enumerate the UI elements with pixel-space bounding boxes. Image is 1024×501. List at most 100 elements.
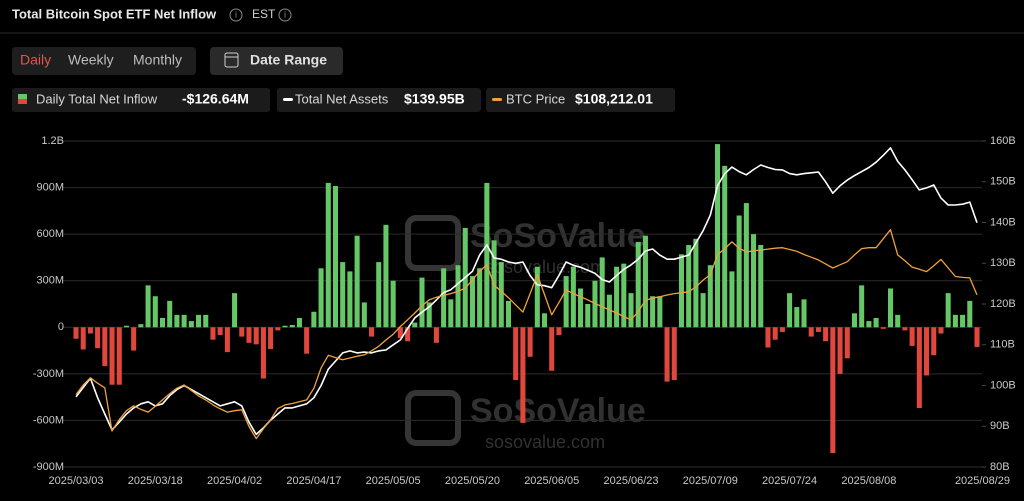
bar — [960, 314, 966, 328]
bar — [541, 313, 548, 328]
bar — [902, 327, 908, 331]
bar — [188, 321, 194, 328]
x-tick-label: 2025/08/08 — [841, 475, 896, 487]
y-tick-label: -600M — [33, 414, 64, 426]
bar — [578, 288, 584, 328]
legend-box — [277, 88, 481, 112]
info-icon[interactable] — [229, 8, 243, 22]
y2-tick-label: 130B — [990, 257, 1016, 269]
legend-box — [12, 88, 270, 112]
bar — [210, 327, 216, 340]
bar — [455, 265, 461, 328]
bar — [823, 327, 829, 342]
bar — [534, 266, 540, 328]
bar — [505, 300, 512, 328]
legend-swatch — [492, 98, 502, 101]
bar — [369, 327, 375, 337]
bar — [520, 327, 526, 423]
tab[interactable]: Monthly — [133, 52, 182, 68]
bar — [621, 263, 627, 328]
bar — [477, 268, 483, 328]
line — [75, 229, 978, 440]
bar — [938, 327, 944, 334]
bar — [707, 265, 713, 328]
bar — [527, 327, 533, 357]
bar — [383, 224, 389, 328]
bar — [657, 296, 663, 328]
bar — [909, 327, 915, 346]
bar — [469, 276, 475, 328]
bar — [484, 182, 490, 328]
bar — [851, 313, 857, 328]
bar — [686, 245, 692, 328]
bar — [866, 321, 872, 328]
bar — [282, 325, 288, 328]
x-tick-label: 2025/07/24 — [762, 475, 817, 487]
bar — [808, 327, 814, 337]
watermark-brand: SoSoValue — [470, 392, 646, 430]
bar — [614, 266, 620, 328]
bar — [426, 302, 432, 328]
bar — [895, 314, 901, 328]
bar — [563, 276, 569, 328]
bar — [945, 293, 951, 328]
bar — [347, 271, 353, 328]
x-tick-label: 2025/08/29 — [955, 475, 1010, 487]
bar — [138, 324, 144, 328]
legend-value: $108,212.01 — [575, 91, 653, 107]
timezone: EST — [252, 7, 276, 21]
x-tick-label: 2025/04/17 — [286, 475, 341, 487]
page-title: Total Bitcoin Spot ETF Net Inflow — [12, 6, 217, 21]
bar — [131, 327, 137, 351]
bar — [570, 266, 576, 328]
tab[interactable]: Daily — [20, 52, 51, 68]
bar — [722, 165, 728, 328]
bar — [498, 262, 504, 328]
bar — [102, 327, 108, 367]
y2-tick-label: 120B — [990, 298, 1016, 310]
bar — [844, 327, 850, 359]
tab[interactable]: Weekly — [68, 52, 114, 68]
bar — [232, 293, 238, 328]
y2-tick-label: 150B — [990, 176, 1016, 188]
legend-value: -$126.64M — [182, 91, 249, 107]
bar — [606, 294, 612, 328]
info-icon[interactable] — [278, 8, 292, 22]
calendar-icon — [224, 52, 239, 68]
bar — [354, 235, 360, 328]
bar — [159, 317, 166, 328]
legend-swatch — [18, 99, 27, 104]
bar — [448, 299, 454, 328]
bar — [260, 327, 266, 379]
bar — [873, 317, 879, 328]
bar — [340, 262, 346, 328]
legend-label: Daily Total Net Inflow — [36, 91, 158, 106]
legend-box — [486, 88, 675, 112]
bar — [268, 327, 274, 350]
bar — [693, 238, 699, 328]
bar — [794, 307, 800, 328]
bar — [332, 186, 339, 328]
tab-group — [12, 47, 196, 75]
bar — [787, 293, 793, 328]
date-range-button[interactable] — [210, 47, 343, 75]
bar — [253, 327, 259, 345]
bar — [397, 327, 403, 339]
info-glyph: i — [235, 9, 237, 19]
bar — [376, 262, 382, 328]
line — [75, 147, 978, 436]
y-tick-label: -300M — [33, 368, 64, 380]
x-tick-label: 2025/03/03 — [48, 475, 103, 487]
watermark — [405, 215, 461, 446]
watermark-logo — [405, 215, 461, 271]
bar — [405, 327, 411, 342]
x-tick-label: 2025/04/02 — [207, 475, 262, 487]
bar — [887, 288, 894, 328]
y2-tick-label: 140B — [990, 216, 1016, 228]
bar — [815, 327, 821, 332]
bar — [73, 327, 79, 339]
bar — [758, 245, 764, 328]
bar — [916, 327, 922, 409]
bar — [123, 325, 129, 328]
y-tick-label: 0 — [58, 321, 64, 333]
